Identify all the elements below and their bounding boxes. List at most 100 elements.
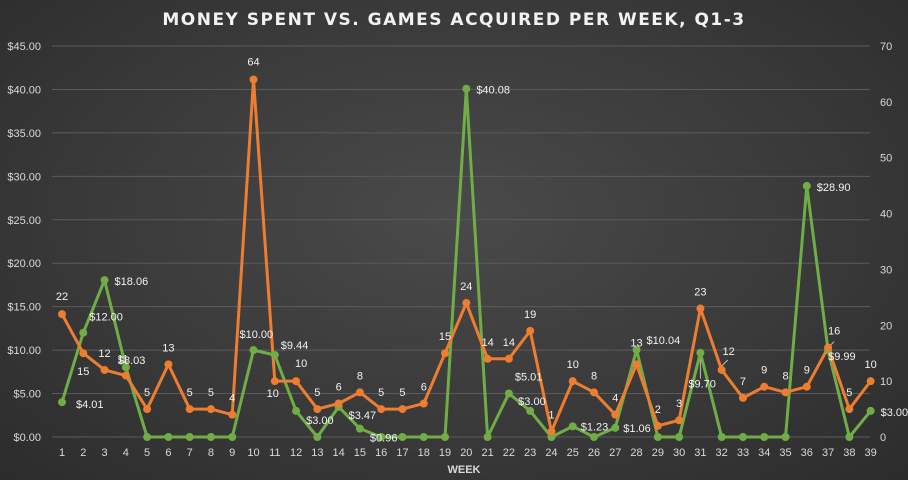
data-point xyxy=(611,410,620,419)
x-axis-tick-label: 24 xyxy=(545,447,557,459)
data-label: $8.03 xyxy=(118,355,146,367)
right-axis-tick-label: 10 xyxy=(880,376,892,388)
right-axis-tick-label: 70 xyxy=(880,41,892,53)
data-label: 13 xyxy=(630,337,642,349)
data-label: 9 xyxy=(761,365,767,377)
data-point xyxy=(675,416,684,425)
data-label: 24 xyxy=(460,281,472,293)
data-label: 8 xyxy=(782,370,788,382)
data-point xyxy=(845,433,854,441)
series-line-games-acquired xyxy=(60,78,873,433)
data-label: 10 xyxy=(295,358,307,370)
left-axis-tick-label: $25.00 xyxy=(7,215,41,227)
x-axis-tick-label: 19 xyxy=(439,447,451,459)
data-label: 5 xyxy=(846,387,852,399)
right-axis-ticks: 0 10 20 30 40 50 60 70 xyxy=(880,41,892,444)
x-axis-tick-label: 17 xyxy=(396,447,408,459)
data-point xyxy=(632,345,641,354)
right-axis-tick-label: 0 xyxy=(880,432,886,444)
right-axis-tick-label: 50 xyxy=(880,153,892,165)
x-axis-tick-label: 1 xyxy=(59,447,65,459)
x-axis-title: WEEK xyxy=(448,464,481,476)
data-point xyxy=(462,298,471,307)
data-point xyxy=(313,433,322,441)
data-point xyxy=(355,388,364,397)
data-point xyxy=(79,328,88,337)
gridlines xyxy=(52,45,870,438)
data-point xyxy=(483,433,492,441)
x-axis-tick-label: 11 xyxy=(269,447,280,459)
data-point xyxy=(100,365,109,374)
data-point xyxy=(313,405,322,414)
data-label: $3.00 xyxy=(306,415,334,427)
data-label: 22 xyxy=(56,291,68,303)
right-axis-tick-label: 30 xyxy=(880,264,892,276)
data-label: 16 xyxy=(828,326,840,338)
x-axis-tick-label: 3 xyxy=(101,447,107,459)
data-label: $4.01 xyxy=(76,399,104,411)
data-point xyxy=(441,349,450,358)
left-axis-ticks: $0.00 $5.00 $10.00 $15.00 $20.00 $25.00 $30.00… xyxy=(7,41,41,444)
x-axis-tick-label: 4 xyxy=(123,447,129,459)
data-label: $9.70 xyxy=(688,379,716,391)
x-axis-tick-label: 21 xyxy=(481,447,493,459)
data-point xyxy=(717,433,726,441)
data-point xyxy=(781,388,790,397)
data-label: 14 xyxy=(481,337,493,349)
data-label: 5 xyxy=(378,387,384,399)
data-point xyxy=(164,433,173,441)
data-point xyxy=(228,433,237,441)
data-point xyxy=(292,377,301,386)
x-axis-tick-label: 5 xyxy=(144,447,150,459)
data-label: 5 xyxy=(314,387,320,399)
data-point xyxy=(696,348,705,357)
left-axis-tick-label: $40.00 xyxy=(7,84,41,96)
data-point xyxy=(292,406,301,415)
right-axis-tick-label: 60 xyxy=(880,97,892,109)
left-axis-tick-label: $35.00 xyxy=(7,128,41,140)
x-axis-tick-label: 30 xyxy=(673,447,685,459)
data-label: 10 xyxy=(567,359,579,371)
data-point xyxy=(334,399,343,408)
data-point xyxy=(58,398,66,407)
data-label: $5.01 xyxy=(515,371,543,383)
data-point xyxy=(121,371,130,380)
right-axis-tick-label: 40 xyxy=(880,209,892,221)
data-point xyxy=(270,377,279,386)
left-axis-tick-label: $10.00 xyxy=(7,345,41,357)
data-point xyxy=(441,433,450,441)
x-axis-tick-label: 35 xyxy=(779,447,791,459)
data-point xyxy=(590,388,598,397)
data-label: $0.96 xyxy=(370,433,398,445)
data-point xyxy=(738,393,747,402)
data-point xyxy=(164,360,173,369)
data-label: 2 xyxy=(655,404,661,416)
data-point xyxy=(760,433,769,441)
data-labels: $4.01 $12.00 $18.06 $8.03 $10.00 $9.44 $3.00 $3… xyxy=(56,57,908,445)
data-label: $9.99 xyxy=(828,351,856,363)
chart-title: MONEY SPENT VS. GAMES ACQUIRED PER WEEK,… xyxy=(162,10,746,30)
x-axis-tick-label: 37 xyxy=(822,447,834,459)
data-point xyxy=(696,304,705,313)
data-point xyxy=(143,405,152,414)
data-label: 12 xyxy=(98,348,110,360)
x-axis-tick-label: 38 xyxy=(843,447,855,459)
data-label: 10 xyxy=(267,388,279,400)
data-point xyxy=(377,405,386,414)
right-axis-tick-label: 20 xyxy=(880,320,892,332)
data-label: $40.08 xyxy=(476,85,510,97)
series-points xyxy=(58,75,875,441)
data-label: 6 xyxy=(336,381,342,393)
x-axis-tick-label: 22 xyxy=(503,447,515,459)
data-label: 8 xyxy=(357,370,363,382)
data-point xyxy=(419,399,428,408)
data-label: 14 xyxy=(503,337,515,349)
data-point xyxy=(185,405,194,414)
data-point xyxy=(143,433,152,441)
data-point xyxy=(398,405,407,414)
data-label: $12.00 xyxy=(89,312,123,324)
x-axis-tick-label: 18 xyxy=(418,447,430,459)
data-point xyxy=(100,276,109,285)
data-point xyxy=(398,433,407,441)
data-point xyxy=(462,84,471,93)
